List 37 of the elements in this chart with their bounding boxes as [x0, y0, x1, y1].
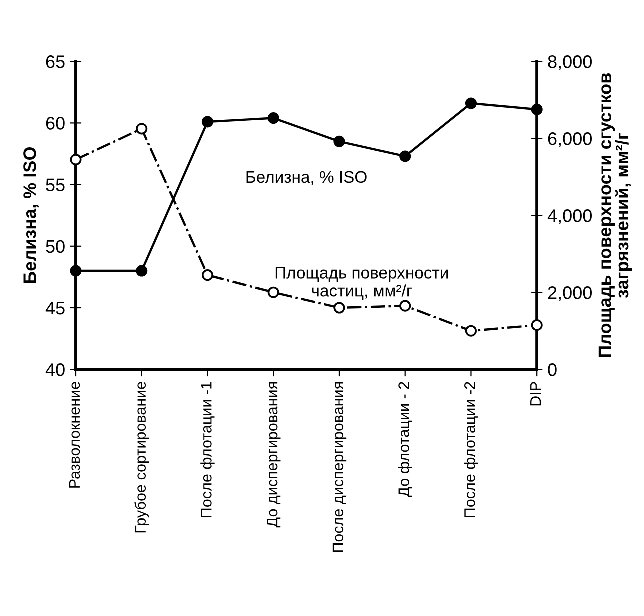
y-axis-title: Белизна, % ISO: [24, 148, 39, 284]
point: [531, 320, 543, 332]
point: [70, 154, 82, 166]
y2-tick-label: 4,000: [548, 210, 592, 224]
x-tick-label: До флотации - 2: [398, 382, 412, 498]
y2-tick-label: 0: [548, 364, 557, 376]
y-tick-label: 60: [46, 117, 65, 130]
y-tick-label: 55: [46, 178, 65, 192]
x-tick-label: DIP: [530, 382, 542, 406]
y2-axis-title: Площадь поверхности сгустков загрязнений, мм²/г: [598, 74, 632, 358]
x-tick-label: Грубое сортирование: [134, 382, 150, 533]
y2-tick-label: 2,000: [548, 286, 592, 302]
point: [202, 116, 214, 128]
point: [136, 265, 148, 277]
point: [465, 98, 477, 110]
y-tick-label: 65: [46, 56, 65, 68]
x-tick-label: После флотации -2: [464, 382, 478, 518]
point: [465, 325, 477, 337]
y2-tick-label: 8,000: [548, 56, 592, 70]
y-tick-label: 45: [46, 302, 65, 315]
series-label: Белизна, % ISO: [246, 171, 367, 186]
point: [334, 136, 346, 148]
point: [268, 112, 280, 124]
x-tick-label: До диспергирования: [267, 382, 281, 528]
series-label: Площадь поверхности частиц, мм²/г: [276, 267, 448, 300]
point: [334, 302, 346, 314]
y2-tick-label: 6,000: [548, 132, 592, 148]
x-tick-label: Разволокнение: [69, 382, 80, 488]
point: [202, 270, 214, 282]
point: [400, 300, 412, 312]
point: [268, 286, 280, 298]
y-tick-label: 50: [46, 240, 65, 254]
x-tick-label: После флотации -1: [200, 382, 215, 518]
point: [136, 123, 148, 135]
point: [400, 150, 412, 162]
x-tick-label: После диспергирования: [332, 382, 347, 552]
y-tick-label: 40: [46, 364, 65, 376]
